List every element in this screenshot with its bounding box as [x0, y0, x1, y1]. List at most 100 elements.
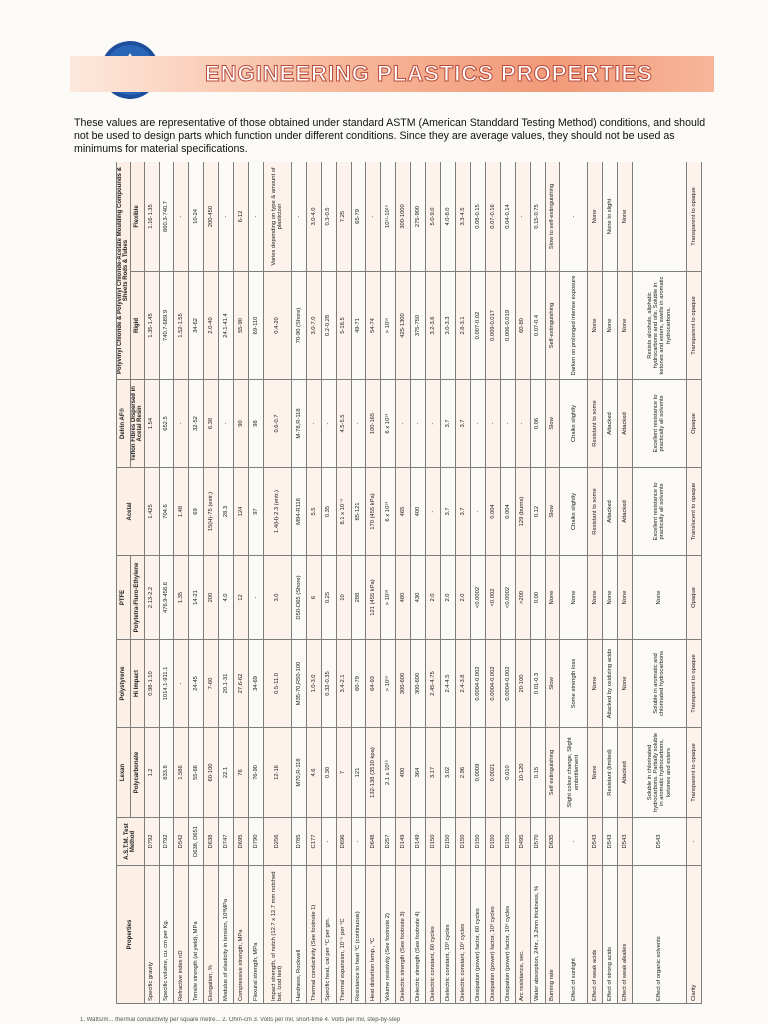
table-cell: 3.2-3.6 — [425, 271, 441, 380]
table-row: Dissipation (power) factor, 10³ cycles D1… — [485, 162, 501, 1004]
table-cell: Transparent to opaque — [686, 639, 702, 728]
table-cell: 7.25 — [336, 162, 352, 272]
table-cell: 22.1 — [218, 727, 234, 818]
table-cell — [632, 162, 687, 272]
property-name-cell: Clarity — [686, 865, 702, 1004]
header-pvc-rigid: Rigid — [130, 271, 145, 380]
table-cell: D792 — [144, 817, 160, 866]
table-cell: - — [173, 639, 189, 728]
table-cell: 0.08-0.15 — [470, 162, 486, 272]
table-cell: 288 — [351, 555, 366, 640]
table-cell: D150 — [470, 817, 486, 866]
table-cell: Chalks slightly — [559, 467, 588, 556]
table-cell: 1.52-1.55 — [173, 271, 189, 380]
table-cell: 70-90 (Shore) — [291, 271, 307, 380]
table-cell: - — [351, 817, 366, 866]
page-title: ENGINEERING PLASTICS PROPERTIES — [205, 61, 653, 87]
table-cell: D792 — [159, 817, 174, 866]
table-cell: 60-100 — [203, 727, 219, 818]
property-name-cell: Resistance to heat °C (continuous) — [351, 865, 366, 1004]
table-cell: 0.0004-0.002 — [485, 639, 501, 728]
table-row: Specific gravity D792 1.2 0.98-1.10 2.13-2.2… — [144, 162, 160, 1004]
property-name-cell: Impact strength, of notch (12.7 x 12.7 m… — [263, 865, 292, 1004]
header-polystyrene-sub: Hi Impact — [130, 639, 145, 728]
property-name-cell: Tensile strength (at yield), MPa — [188, 865, 204, 1004]
table-cell: 6 — [306, 555, 322, 640]
table-cell: None — [587, 639, 603, 728]
header-lexan: Lexan — [116, 727, 131, 818]
table-cell: Opaque — [686, 555, 702, 640]
table-cell: 0.3-0.5 — [321, 162, 337, 272]
table-cell: - — [425, 379, 441, 468]
table-cell: - — [173, 379, 189, 468]
table-cell: 2.0 — [425, 555, 441, 640]
table-row: Specific heat, cal per °C per gm. -0.30 0.… — [321, 162, 337, 1004]
table-cell: - — [485, 379, 501, 468]
table-row: Impact strength, of notch (12.7 x 12.7 m… — [263, 162, 292, 1004]
table-cell: <0.0002 — [470, 555, 486, 640]
table-cell: - — [351, 379, 366, 468]
table-cell: - — [410, 379, 426, 468]
table-cell: 4.0 — [218, 555, 234, 640]
table-cell: - — [291, 162, 307, 272]
property-name-cell: Dissipation (power) factor, 10³ cycles — [485, 865, 501, 1004]
property-name-cell: Effect of weak acids — [587, 865, 603, 1004]
table-cell: 0.00 — [530, 555, 546, 640]
table-cell: 0.5-11.0 — [263, 639, 292, 728]
table-cell: >200 — [515, 555, 531, 640]
table-cell: Excellent resistance to practically all … — [632, 467, 687, 556]
table-cell: 0.06 — [530, 379, 546, 468]
table-cell: D150 — [500, 817, 516, 866]
table-cell: D495 — [515, 817, 531, 866]
table-cell: - — [306, 379, 322, 468]
table-cell: 76-90 — [248, 727, 264, 818]
table-cell: 1.35-1.45 — [144, 271, 160, 380]
table-body: Specific gravity D792 1.2 0.98-1.10 2.13-2.2… — [144, 162, 702, 1004]
table-row: Thermal conductivity (See footnote 1) C17… — [306, 162, 322, 1004]
table-cell: <0.002 — [485, 555, 501, 640]
table-cell: Transparent to opaque — [686, 727, 702, 818]
property-name-cell: Dielectric constant, 10³ cycles — [440, 865, 456, 1004]
table-cell: 15(H)-75 (estr.) — [203, 467, 219, 556]
table-row: Effect of weak acids D543 None None None Resi… — [587, 162, 603, 1004]
property-name-cell: Thermal conductivity (See footnote 1) — [306, 865, 322, 1004]
property-name-cell: Specific heat, cal per °C per gm. — [321, 865, 337, 1004]
table-cell: D638, D651 — [188, 817, 204, 866]
table-row: Dielectric constant, 60 cycles D150 3.17 2.… — [425, 162, 441, 1004]
table-cell: 400 — [395, 727, 411, 818]
table-cell: 10 — [336, 555, 352, 640]
table-cell: 0.01-0.3 — [530, 639, 546, 728]
table-cell: D256 — [263, 817, 292, 866]
table-cell: 129 (burns) — [515, 467, 531, 556]
table-cell: 3.0-4.0 — [306, 162, 322, 272]
table-cell: 3.7 — [440, 379, 456, 468]
footnote-line: 1. Watts/m... thermal conductivity per s… — [80, 1017, 401, 1023]
table-cell: 833.8 — [159, 727, 174, 818]
table-cell: None — [617, 162, 633, 272]
table-row: Effect of strong acids D543 Resistant (lim… — [602, 162, 618, 1004]
table-row: Dielectric constant, 10⁶ cycles D150 2.96 2… — [455, 162, 471, 1004]
table-row: Tensile strength (at yield), MPa D638, D6… — [188, 162, 204, 1004]
table-cell: 652.5 — [159, 379, 174, 468]
table-cell: 20.1-31 — [218, 639, 234, 728]
table-cell: 5.5 — [306, 467, 322, 556]
header-properties: Properties — [116, 865, 145, 1004]
table-cell: 1.48 — [173, 467, 189, 556]
table-cell: 0.0004-0.002 — [500, 639, 516, 728]
table-cell: 0.0004-0.002 — [470, 639, 486, 728]
table-cell: <0.0002 — [500, 555, 516, 640]
table-cell: 54-74 — [365, 271, 381, 380]
table-cell: 3.17 — [425, 727, 441, 818]
table-cell: 0.010 — [500, 727, 516, 818]
table-cell: None — [587, 162, 603, 272]
table-cell: Slight colour change, Slight embrittleme… — [559, 727, 588, 818]
table-row: Water absorption, 24hr., 3.2mm thickness… — [530, 162, 546, 1004]
table-row: Effect of weak alkalies D543 Attacked None N… — [617, 162, 633, 1004]
property-name-cell: Specific gravity — [144, 865, 160, 1004]
table-row: Volume resistivity (See footnote 2) D257 2… — [380, 162, 396, 1004]
table-cell: 0.12 — [530, 467, 546, 556]
table-cell: 1.35 — [173, 555, 189, 640]
table-cell: None — [617, 271, 633, 380]
table-cell: 740.7-689.9 — [159, 271, 174, 380]
table-cell: D543 — [602, 817, 618, 866]
